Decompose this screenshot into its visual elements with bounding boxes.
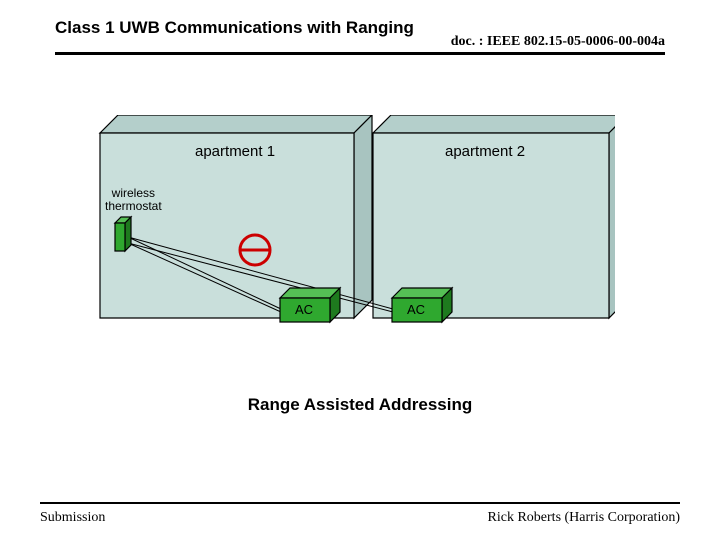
title-underline: [55, 52, 665, 55]
footer-line: [40, 502, 680, 504]
apartment-1-label: apartment 1: [195, 143, 275, 160]
footer-right: Rick Roberts (Harris Corporation): [488, 510, 680, 526]
footer-left: Submission: [40, 510, 105, 526]
apartment-2-label: apartment 2: [445, 143, 525, 160]
wireless-thermostat-label: wirelessthermostat: [105, 187, 162, 213]
ac-2-label: AC: [407, 302, 425, 317]
diagram-canvas: apartment 1 apartment 2 wirelessthermost…: [95, 115, 615, 345]
ac-1-label: AC: [295, 302, 313, 317]
diagram-caption: Range Assisted Addressing: [0, 395, 720, 415]
doc-number: doc. : IEEE 802.15-05-0006-00-004a: [451, 34, 665, 50]
